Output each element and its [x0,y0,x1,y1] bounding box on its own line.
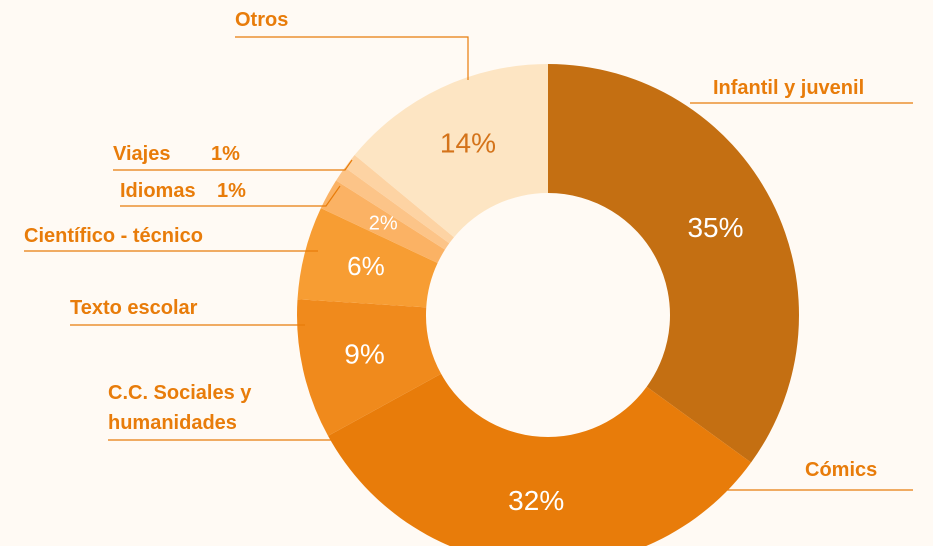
donut-slice [344,155,454,244]
slice-label: 35% [687,212,743,243]
leader-line [120,185,341,207]
category-label: Idiomas [120,180,196,202]
value-label: 1% [211,143,240,165]
slice-label: 6% [347,251,385,281]
donut-slice [548,64,800,463]
slice-label: 14% [440,127,496,158]
category-label: Infantil y juvenil [713,77,865,99]
slice-label: 2% [369,213,398,235]
value-label: 1% [217,180,246,202]
slice-label: 9% [344,338,384,369]
donut-slice [328,373,752,546]
category-label: Viajes [113,143,171,165]
donut-slice [354,64,548,238]
leader-line [235,36,469,80]
category-label: Científico - técnico [24,225,203,247]
category-label: Otros [235,9,289,31]
leader-line [113,159,353,171]
donut-slice [336,167,450,250]
donut-slice [297,299,442,436]
category-label: C.C. Sociales y humanidades [108,382,252,434]
slice-label: 32% [508,485,564,516]
donut-slice [297,208,438,308]
donut-slice [320,180,445,264]
category-label: Cómics [805,459,878,481]
category-label: Texto escolar [70,297,198,319]
